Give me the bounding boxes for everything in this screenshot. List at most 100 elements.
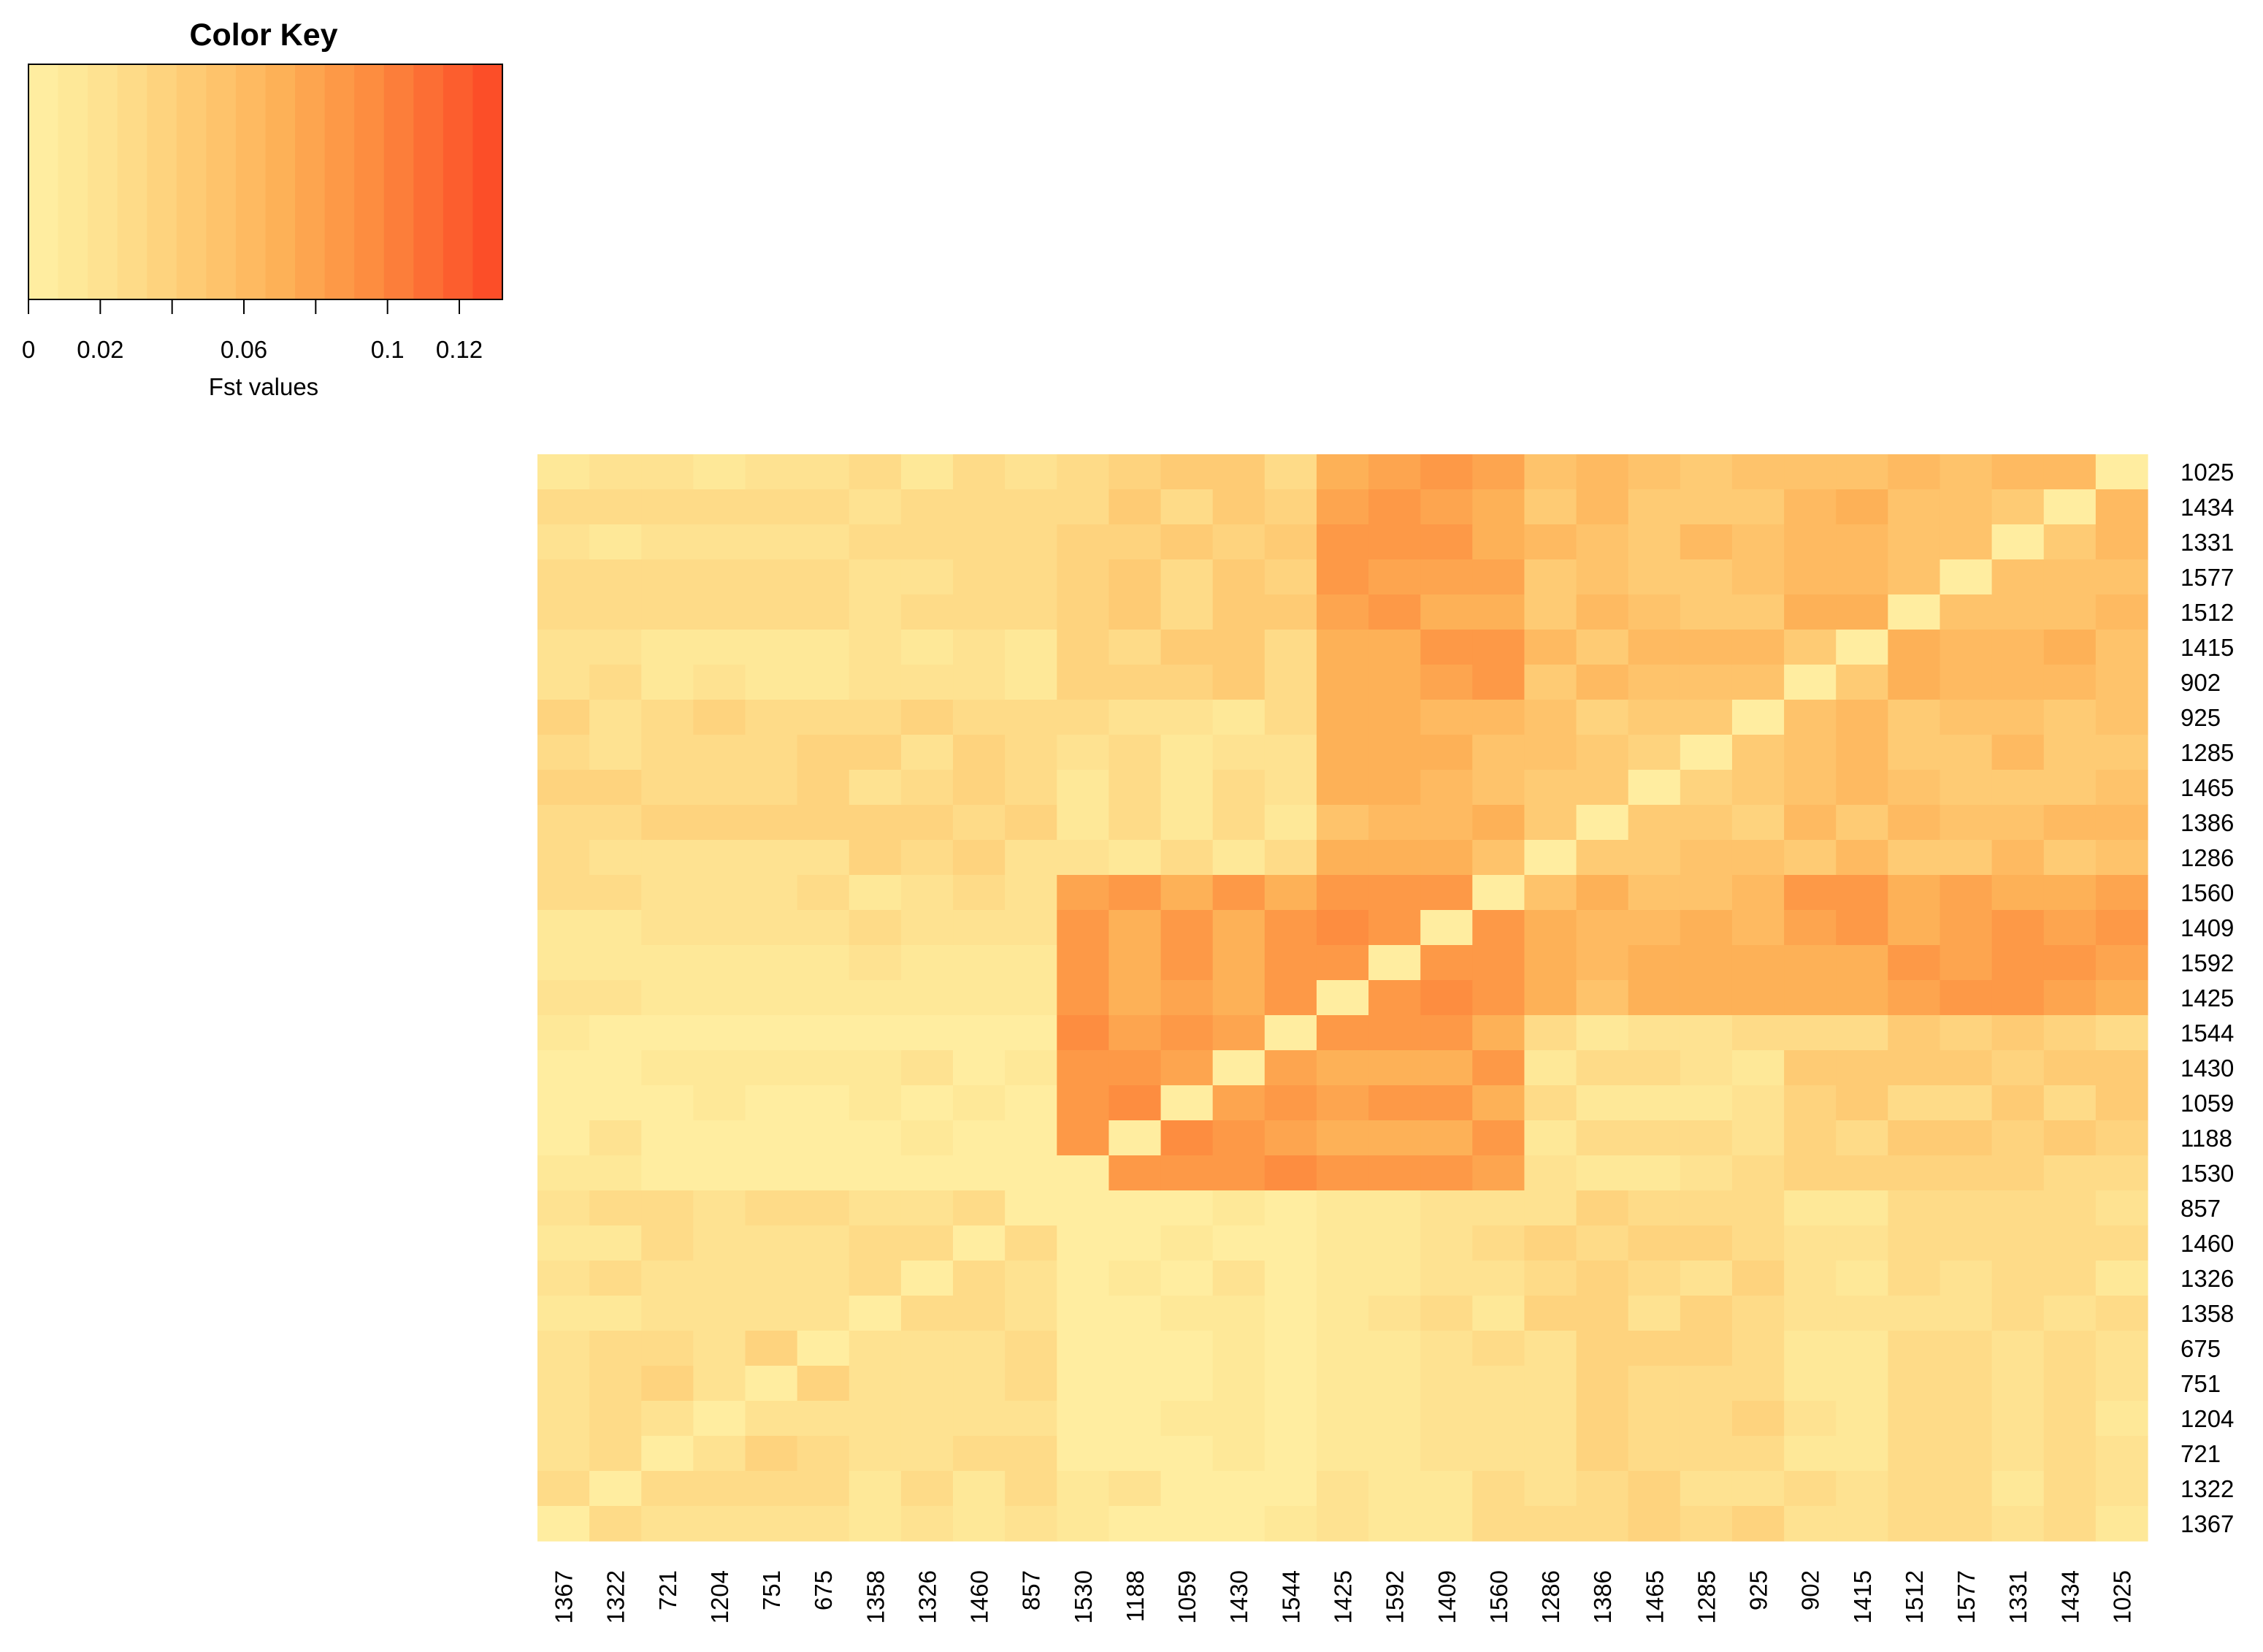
- heatmap-cell: [1991, 665, 2045, 700]
- heatmap-cell: [1316, 945, 1369, 981]
- heatmap-cell: [589, 840, 642, 876]
- heatmap-cell: [2095, 805, 2148, 841]
- heatmap-cell: [537, 1506, 590, 1542]
- heatmap-cell: [1420, 1366, 1473, 1401]
- heatmap-cell: [537, 1471, 590, 1507]
- heatmap-cell: [1680, 559, 1733, 595]
- heatmap-cell: [849, 1261, 902, 1296]
- heatmap-cell: [1005, 1190, 1057, 1226]
- heatmap-cell: [1057, 1506, 1110, 1542]
- heatmap-cell: [1472, 1050, 1525, 1086]
- heatmap-cell: [1472, 630, 1525, 665]
- heatmap-cell: [1680, 840, 1733, 876]
- heatmap-cell: [1420, 875, 1473, 911]
- heatmap-cell: [589, 665, 642, 700]
- heatmap-cell: [1888, 700, 1941, 735]
- heatmap-cell: [1940, 454, 1993, 490]
- heatmap-cell: [1940, 1190, 1993, 1226]
- color-key-swatch: [324, 64, 355, 299]
- heatmap-cell: [693, 489, 746, 525]
- heatmap-cell: [1108, 875, 1162, 911]
- heatmap-cell: [849, 1190, 902, 1226]
- heatmap-cell: [1524, 1050, 1577, 1086]
- heatmap-cell: [953, 1085, 1006, 1121]
- heatmap-cell: [1057, 630, 1110, 665]
- heatmap-cell: [1005, 945, 1057, 981]
- heatmap-cell: [1991, 770, 2045, 806]
- heatmap-cell: [1005, 1331, 1057, 1366]
- heatmap-cell: [900, 945, 954, 981]
- heatmap-cell: [1888, 1506, 1941, 1542]
- heatmap-cell: [537, 489, 590, 525]
- heatmap-cell: [1524, 454, 1577, 490]
- row-label: 1577: [2180, 564, 2234, 591]
- heatmap-cell: [1940, 945, 1993, 981]
- heatmap-cell: [1316, 630, 1369, 665]
- heatmap-cell: [1731, 805, 1785, 841]
- heatmap-cell: [1420, 1120, 1473, 1156]
- heatmap-cell: [1991, 1331, 2045, 1366]
- heatmap-cell: [1368, 875, 1421, 911]
- heatmap-cell: [849, 665, 902, 700]
- heatmap-cell: [693, 1120, 746, 1156]
- heatmap-cell: [2095, 1050, 2148, 1086]
- heatmap-cell: [1784, 489, 1837, 525]
- heatmap-cell: [1836, 1401, 1888, 1437]
- heatmap-cell: [1628, 1085, 1681, 1121]
- heatmap-cell: [953, 489, 1006, 525]
- heatmap-cell: [953, 1155, 1006, 1191]
- heatmap-cell: [1576, 1120, 1629, 1156]
- heatmap-cell: [1108, 1471, 1162, 1507]
- heatmap-cell: [1472, 1015, 1525, 1051]
- heatmap-cell: [797, 1366, 850, 1401]
- heatmap-cell: [1316, 1436, 1369, 1472]
- heatmap-cell: [1316, 910, 1369, 946]
- heatmap-cell: [849, 1120, 902, 1156]
- heatmap-cell: [589, 980, 642, 1016]
- heatmap-cell: [1212, 454, 1265, 490]
- heatmap-cell: [1836, 875, 1888, 911]
- heatmap-cell: [2043, 665, 2097, 700]
- heatmap-cell: [797, 454, 850, 490]
- heatmap-cell: [1005, 594, 1057, 630]
- color-key-tick-label: 0.12: [436, 336, 483, 363]
- heatmap-cell: [953, 735, 1006, 770]
- heatmap-cell: [2043, 1225, 2097, 1261]
- heatmap-cell: [745, 489, 798, 525]
- heatmap-cell: [1940, 1155, 1993, 1191]
- heatmap-cell: [1420, 735, 1473, 770]
- heatmap-cell: [1472, 1296, 1525, 1331]
- heatmap-cell: [537, 735, 590, 770]
- heatmap-cell: [1628, 980, 1681, 1016]
- heatmap-cell: [1316, 1190, 1369, 1226]
- heatmap-cell: [1108, 1436, 1162, 1472]
- heatmap-cell: [1160, 1050, 1214, 1086]
- heatmap-cell: [2095, 945, 2148, 981]
- heatmap-cell: [641, 875, 694, 911]
- heatmap-cell: [1836, 700, 1888, 735]
- heatmap-cell: [797, 1331, 850, 1366]
- heatmap-cell: [1108, 980, 1162, 1016]
- heatmap-cell: [1160, 489, 1214, 525]
- heatmap-cell: [1888, 1471, 1941, 1507]
- heatmap-cell: [745, 665, 798, 700]
- heatmap-cell: [1628, 1050, 1681, 1086]
- column-label: 1592: [1382, 1570, 1409, 1624]
- heatmap-cell: [1420, 1085, 1473, 1121]
- heatmap-cell: [1836, 840, 1888, 876]
- heatmap-cells: [537, 454, 2148, 1542]
- heatmap-cell: [693, 559, 746, 595]
- heatmap-cell: [1316, 1506, 1369, 1542]
- heatmap-cell: [589, 1506, 642, 1542]
- heatmap-cell: [1212, 945, 1265, 981]
- heatmap-cell: [2043, 1471, 2097, 1507]
- heatmap-cell: [1316, 875, 1369, 911]
- heatmap-cell: [1836, 1471, 1888, 1507]
- heatmap-cell: [2043, 735, 2097, 770]
- heatmap-cell: [1576, 910, 1629, 946]
- row-label: 1530: [2180, 1160, 2234, 1187]
- heatmap-cell: [1991, 735, 2045, 770]
- heatmap-cell: [641, 1366, 694, 1401]
- heatmap-cell: [1420, 559, 1473, 595]
- heatmap-cell: [2043, 1015, 2097, 1051]
